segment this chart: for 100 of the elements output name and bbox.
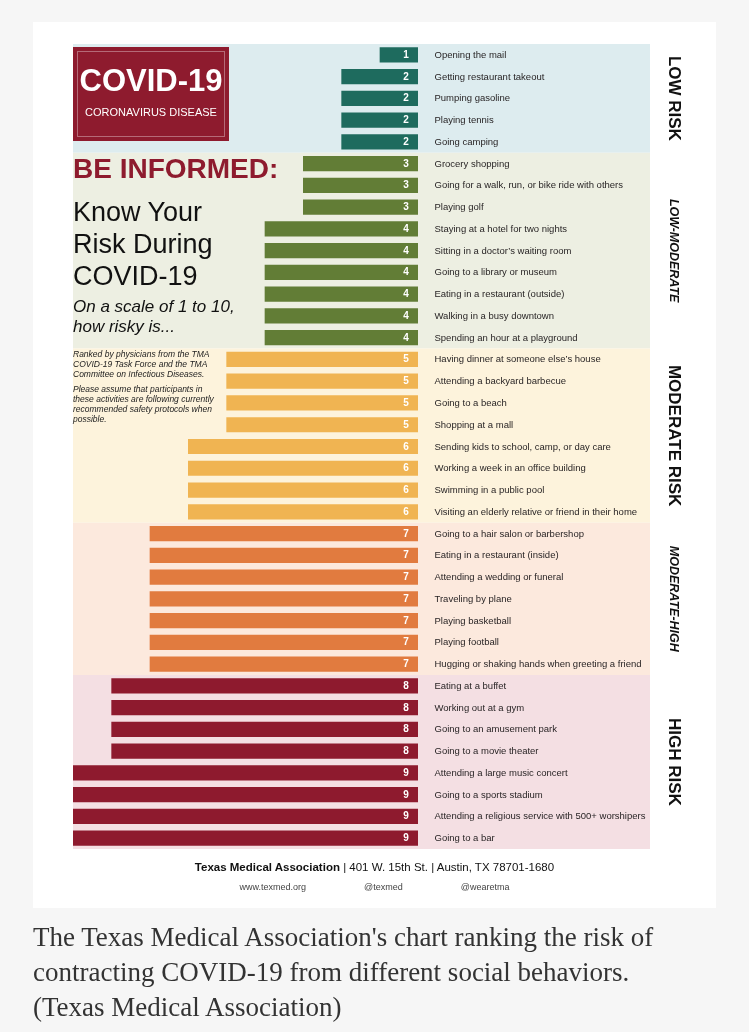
bar <box>188 438 418 455</box>
y-tick-label: Working out at a gym <box>434 701 525 713</box>
data-label: 6 <box>403 462 410 474</box>
bar <box>341 134 418 150</box>
y-tick-label: Getting restaurant takeout <box>434 70 545 82</box>
bar <box>73 830 418 846</box>
data-label: 9 <box>403 832 410 844</box>
data-label: 6 <box>403 440 410 452</box>
data-label: 3 <box>403 179 410 191</box>
band-label: LOW RISK <box>665 55 684 142</box>
y-tick-label: Opening the mail <box>434 48 507 60</box>
annotation: On a scale of 1 to 10, how risky is... <box>73 297 236 337</box>
y-tick-label: Having dinner at someone else’s house <box>434 353 601 365</box>
data-label: 7 <box>403 658 410 670</box>
data-label: 6 <box>403 484 410 496</box>
data-label: 8 <box>403 701 410 713</box>
band-label: LOW-MODERATE <box>667 198 681 304</box>
data-label: 2 <box>403 92 410 104</box>
y-tick-label: Staying at a hotel for two nights <box>434 222 568 234</box>
y-tick-label: Hugging or shaking hands when greeting a friend <box>434 658 642 670</box>
data-label: 4 <box>403 331 410 343</box>
y-tick-label: Visiting an elderly relative or friend in their home <box>434 505 638 517</box>
y-tick-label: Working a week in an office building <box>434 462 586 474</box>
data-label: 4 <box>403 309 410 321</box>
bar <box>264 308 418 324</box>
bar <box>149 547 418 563</box>
text: Know Your Risk During COVID-19 <box>73 196 214 292</box>
bar <box>226 395 418 411</box>
y-tick-label: Eating in a restaurant (outside) <box>434 288 565 300</box>
data-label: 4 <box>403 244 410 256</box>
annotation: Please assume that participants in these activities are following currently recommended safety protocols when possible. <box>73 384 215 424</box>
y-tick-label: Spending an hour at a playground <box>434 331 578 343</box>
band-label: MODERATE-HIGH <box>667 545 681 653</box>
y-tick-label: Eating at a buffet <box>434 679 507 691</box>
bar <box>188 504 418 520</box>
y-tick-label: Going to a bar <box>434 832 495 844</box>
data-label: 3 <box>403 201 410 213</box>
data-label: 1 <box>403 48 410 60</box>
y-tick-label: Going camping <box>434 135 499 147</box>
data-label: 9 <box>403 788 410 800</box>
data-label: 7 <box>403 571 410 583</box>
bar <box>341 69 418 85</box>
y-tick-label: Going to a library or museum <box>434 266 558 278</box>
text: Texas Medical Association | 401 W. 15th St. | Austin, TX 78701-1680 <box>194 861 555 873</box>
data-label: 8 <box>403 745 410 757</box>
data-label: 3 <box>403 157 410 169</box>
y-tick-label: Going to a movie theater <box>434 745 539 757</box>
y-tick-label: Playing tennis <box>434 114 494 126</box>
annotation: Ranked by physicians from the TMA COVID-19 Task Force and the TMA Committee on Infectious Diseases. <box>73 349 211 379</box>
y-tick-label: Grocery shopping <box>434 157 510 169</box>
y-tick-label: Shopping at a mall <box>434 418 514 430</box>
bar <box>149 634 418 650</box>
bar <box>303 177 418 194</box>
y-tick-label: Eating in a restaurant (inside) <box>434 549 559 561</box>
bar <box>149 569 418 585</box>
bar <box>341 90 418 107</box>
text: www.texmed.org <box>239 881 307 893</box>
y-tick-label: Traveling by plane <box>434 592 512 604</box>
bar <box>111 699 418 716</box>
bar <box>226 351 418 368</box>
y-tick-label: Going to an amusement park <box>434 723 558 735</box>
data-label: 5 <box>403 375 410 387</box>
y-tick-label: Attending a backyard barbecue <box>434 375 567 387</box>
bar <box>264 221 418 237</box>
y-tick-label: Going to a beach <box>434 396 507 408</box>
bar <box>149 656 418 672</box>
text: @texmed <box>364 881 403 893</box>
bar <box>188 482 418 498</box>
y-tick-label: Attending a large music concert <box>434 766 568 778</box>
bar <box>111 721 418 737</box>
data-label: 2 <box>403 70 410 82</box>
data-label: 7 <box>403 549 410 561</box>
data-label: 5 <box>403 353 410 365</box>
y-tick-label: Pumping gasoline <box>434 92 511 104</box>
data-label: 6 <box>403 505 410 517</box>
text: The Texas Medical Association's chart ranking the risk of contracting COVID-19 from different social behaviors. (Texas Medical Association) <box>33 921 655 1024</box>
bar <box>111 743 418 759</box>
bar <box>73 765 418 781</box>
band-label: HIGH RISK <box>665 718 684 807</box>
y-tick-label: Attending a wedding or funeral <box>434 571 564 583</box>
y-tick-label: Playing football <box>434 636 499 648</box>
y-tick-label: Sending kids to school, camp, or day care <box>434 440 611 452</box>
bar <box>149 591 418 607</box>
y-tick-label: Swimming in a public pool <box>434 484 545 496</box>
text: @wearetma <box>460 881 510 893</box>
bar <box>149 612 418 629</box>
data-label: 4 <box>403 288 410 300</box>
bar <box>264 264 418 281</box>
y-tick-label: Playing basketball <box>434 614 512 626</box>
data-label: 8 <box>403 723 410 735</box>
bar <box>264 243 418 259</box>
data-label: 5 <box>403 396 410 408</box>
bar <box>303 199 418 215</box>
annotation: COVID-19 <box>78 63 224 99</box>
data-label: 2 <box>403 135 410 147</box>
data-label: 7 <box>403 614 410 626</box>
band-label: MODERATE RISK <box>665 364 684 508</box>
y-tick-label: Going to a hair salon or barbershop <box>434 527 584 539</box>
y-tick-label: Walking in a busy downtown <box>434 309 555 321</box>
y-tick-label: Going for a walk, run, or bike ride with others <box>434 179 624 191</box>
